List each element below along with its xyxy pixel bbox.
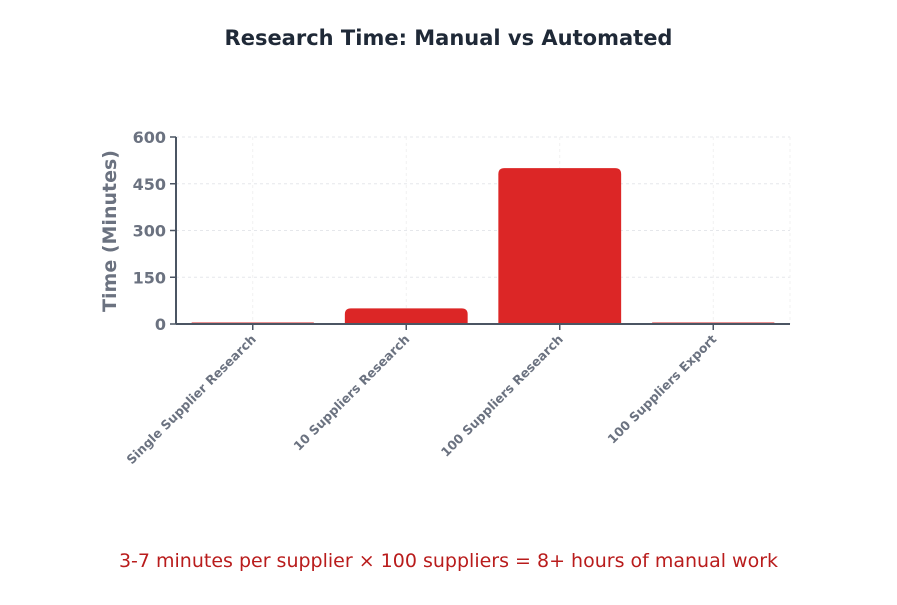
x-tick-label: 100 Suppliers Research — [438, 332, 566, 460]
y-ticks: 0 150 300 450 600 — [133, 128, 176, 334]
bar[interactable] — [344, 308, 468, 324]
bar[interactable] — [498, 168, 622, 324]
x-tick-label: Single Supplier Research — [123, 332, 258, 467]
footnote: 3-7 minutes per supplier × 100 suppliers… — [118, 550, 779, 572]
y-tick-label: 150 — [133, 268, 166, 287]
y-tick-label: 300 — [133, 222, 166, 241]
bars — [191, 168, 775, 324]
chart-title: Research Time: Manual vs Automated — [224, 26, 673, 50]
y-tick-label: 450 — [133, 175, 166, 194]
y-tick-label: 600 — [133, 128, 166, 147]
gridlines — [176, 136, 791, 325]
y-axis-label: Time (Minutes) — [99, 150, 121, 312]
x-tick-label: 10 Suppliers Research — [290, 332, 412, 454]
y-tick-label: 0 — [155, 315, 166, 334]
x-tick-label: 100 Suppliers Export — [604, 332, 719, 447]
x-ticks: Single Supplier Research 10 Suppliers Res… — [123, 324, 719, 467]
